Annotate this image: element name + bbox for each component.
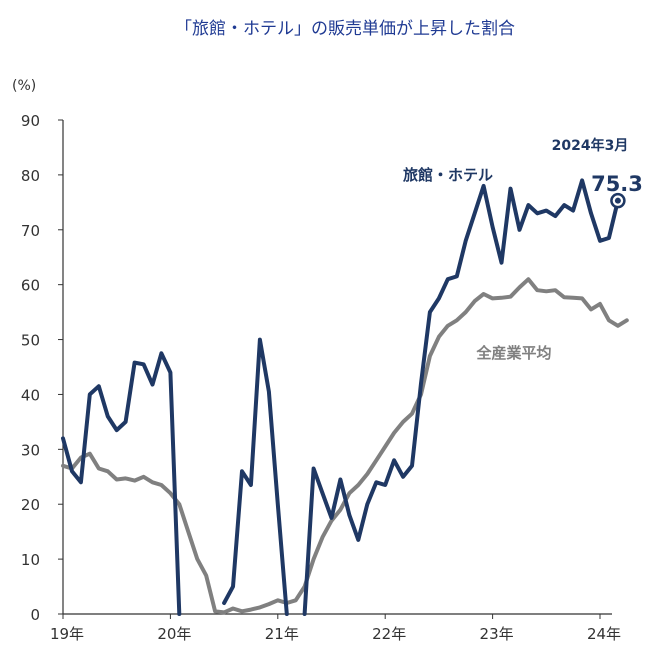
y-tick-label: 20 bbox=[21, 496, 40, 514]
x-tick-label: 20年 bbox=[157, 625, 191, 643]
y-tick-label: 10 bbox=[21, 551, 40, 569]
y-tick-label: 50 bbox=[21, 332, 40, 350]
series-label-average: 全産業平均 bbox=[475, 344, 551, 362]
series-line-hotel bbox=[61, 178, 620, 616]
y-axis: 0 10 20 30 40 50 60 70 80 90 bbox=[21, 112, 63, 624]
y-tick-label: 70 bbox=[21, 222, 40, 240]
y-tick-label: 30 bbox=[21, 441, 40, 459]
x-tick-label: 21年 bbox=[265, 625, 299, 643]
y-tick-label: 80 bbox=[21, 167, 40, 185]
y-tick-label: 40 bbox=[21, 386, 40, 404]
x-axis: 19年 20年 21年 22年 23年 24年 bbox=[50, 614, 621, 643]
y-tick-label: 60 bbox=[21, 277, 40, 295]
chart-title: 「旅館・ホテル」の販売単価が上昇した割合 bbox=[175, 19, 515, 39]
y-axis-unit-label: (%) bbox=[12, 78, 36, 94]
x-tick-label: 23年 bbox=[480, 625, 514, 643]
annotation-date: 2024年3月 bbox=[552, 137, 629, 154]
x-tick-label: 19年 bbox=[50, 625, 84, 643]
end-marker-dot bbox=[614, 197, 621, 204]
series-layer bbox=[61, 178, 629, 616]
annotation-value: 75.3 bbox=[591, 172, 643, 196]
y-tick-label: 90 bbox=[21, 112, 40, 130]
series-label-hotel: 旅館・ホテル bbox=[403, 166, 493, 184]
x-tick-label: 24年 bbox=[587, 625, 621, 643]
x-tick-label: 22年 bbox=[372, 625, 406, 643]
y-tick-label: 0 bbox=[30, 606, 40, 624]
series-line-average bbox=[61, 277, 629, 615]
latest-point-marker bbox=[610, 192, 626, 209]
